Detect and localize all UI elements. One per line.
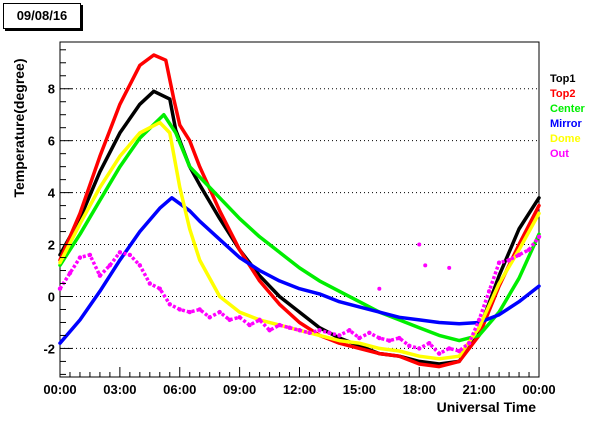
data-point <box>387 338 392 343</box>
legend-entry-out: Out <box>550 148 569 160</box>
data-point <box>57 286 63 291</box>
y-tick-label: 4 <box>48 186 56 201</box>
data-point <box>327 330 332 336</box>
data-point <box>287 325 292 330</box>
x-tick-label: 03:00 <box>103 382 136 397</box>
legend-entry-top1: Top1 <box>550 73 575 85</box>
data-point <box>377 335 382 341</box>
data-point <box>87 252 93 258</box>
x-tick-label: 00:00 <box>522 382 555 397</box>
y-tick-label: 2 <box>48 238 55 253</box>
data-point <box>297 328 302 333</box>
y-tick-label: 0 <box>48 289 55 304</box>
data-point <box>127 252 133 258</box>
x-tick-label: 09:00 <box>223 382 256 397</box>
y-tick-label: -2 <box>43 341 55 356</box>
data-point <box>77 255 83 260</box>
data-point <box>486 289 492 294</box>
legend-entry-dome: Dome <box>550 133 581 145</box>
legend-entry-center: Center <box>550 103 586 115</box>
series-line <box>58 53 541 369</box>
data-point <box>137 263 143 268</box>
data-point <box>177 307 182 312</box>
x-axis-label: Universal Time <box>437 399 537 415</box>
outlier-point <box>423 263 428 268</box>
data-point <box>237 315 242 320</box>
legend: Top1 Top2 Center Mirror Dome Out <box>550 73 586 160</box>
data-point <box>197 307 202 312</box>
axes-layer: -2 0 2 4 6 8 00:00 03:00 06:00 09:00 12:00 15:00 18:… <box>43 49 556 397</box>
data-point <box>466 341 472 346</box>
outlier-point <box>447 265 452 270</box>
series-center <box>58 112 541 343</box>
data-point <box>476 317 482 323</box>
data-point <box>147 281 153 286</box>
y-tick-label: 6 <box>48 134 55 149</box>
x-tick-label: 00:00 <box>43 382 76 397</box>
series-out <box>57 234 542 356</box>
data-point <box>407 343 412 349</box>
outlier-point <box>377 286 382 291</box>
data-point <box>456 348 462 354</box>
y-axis-label: Temperature(degree) <box>11 58 27 197</box>
data-point <box>187 309 192 315</box>
data-point <box>107 263 113 268</box>
series-mirror <box>58 196 541 345</box>
x-tick-label: 06:00 <box>163 382 196 397</box>
data-point <box>267 328 272 333</box>
data-point <box>496 260 502 265</box>
data-point <box>207 315 212 320</box>
chart-title: 09/08/16 <box>3 3 81 29</box>
data-point <box>247 322 252 328</box>
data-point <box>67 270 73 276</box>
x-tick-label: 18:00 <box>403 382 436 397</box>
data-point <box>317 328 322 333</box>
data-point <box>337 333 342 338</box>
series-top2 <box>58 53 541 369</box>
data-point <box>506 257 512 263</box>
data-point <box>217 309 222 315</box>
data-point <box>516 252 522 258</box>
plot-frame <box>59 41 540 378</box>
data-point <box>397 335 402 341</box>
series-layer <box>57 53 542 369</box>
data-point <box>357 335 362 341</box>
data-point <box>526 247 532 252</box>
data-point <box>427 341 432 346</box>
outlier-point <box>417 242 422 247</box>
legend-entry-mirror: Mirror <box>550 118 583 130</box>
series-line <box>58 196 541 345</box>
x-tick-label: 21:00 <box>463 382 496 397</box>
data-point <box>307 330 312 336</box>
data-point <box>536 234 542 239</box>
data-point <box>367 330 372 336</box>
data-point <box>157 286 162 291</box>
series-line <box>58 112 541 343</box>
data-point <box>117 250 123 255</box>
data-point <box>277 322 282 328</box>
legend-entry-top2: Top2 <box>550 88 575 100</box>
x-tick-label: 12:00 <box>283 382 316 397</box>
data-point <box>257 317 262 323</box>
data-point <box>227 317 232 323</box>
data-point <box>167 302 172 307</box>
data-point <box>97 273 103 278</box>
y-tick-label: 8 <box>48 82 55 97</box>
data-point <box>446 346 452 351</box>
data-point <box>347 328 352 333</box>
data-point <box>437 351 442 356</box>
data-point <box>417 346 422 351</box>
x-tick-label: 15:00 <box>343 382 376 397</box>
